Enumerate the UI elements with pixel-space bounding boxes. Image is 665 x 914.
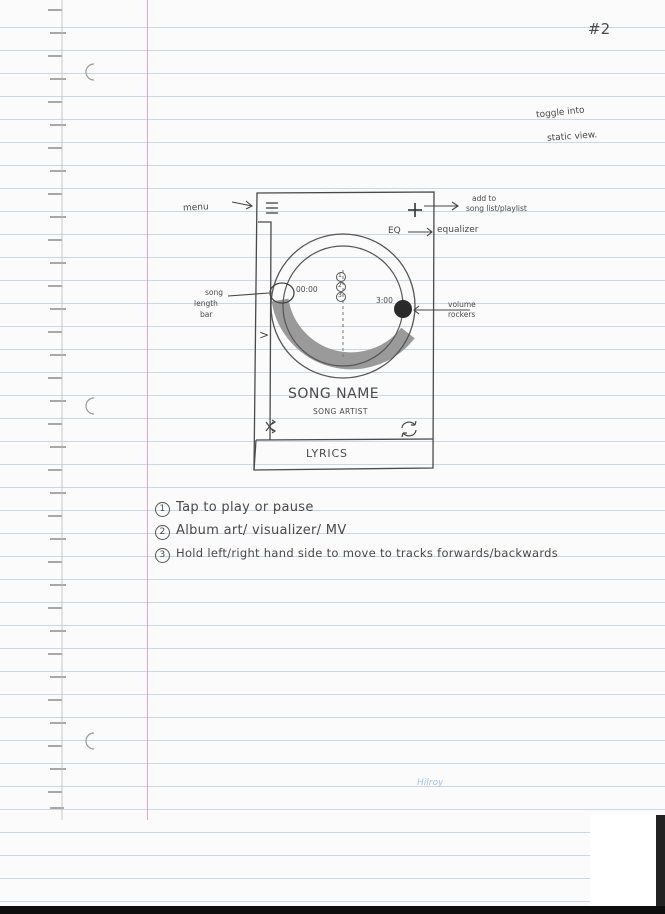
marker-2: 2 [338,282,342,289]
chevron-right-icon[interactable]: > [259,328,270,342]
margin-line [147,0,148,820]
repeat-icon [401,420,417,438]
note-2: 2 Album art/ visualizer/ MV [155,523,347,540]
bottom-shadow [0,906,665,914]
menu-annotation: menu [182,202,209,214]
marker-1: 1 [338,272,342,279]
volume-knob [394,300,412,318]
marker-3: 3 [338,292,342,299]
progress-handle [269,282,295,304]
progress-ring [270,233,416,379]
brand-logo: Hilroy [417,778,444,788]
note-2-number: 2 [155,525,170,540]
menu-icon [266,202,278,214]
note-3-text: Hold left/right hand side to move to tra… [176,546,559,560]
note-1: 1 Tap to play or pause [155,500,314,517]
note-2-text: Album art/ visualizer/ MV [176,523,347,538]
annotation-arrows [227,200,470,315]
phone-sketch [253,191,435,471]
punch-holes [85,63,95,750]
page-number: #2 [588,20,611,38]
page-edge-shadow [656,815,665,907]
add-annotation-line1: add to [472,194,497,203]
time-elapsed: 00:00 [296,285,318,294]
song-length-annotation-2: length [194,299,218,308]
eq-label: EQ [388,226,401,236]
add-annotation-line2: song list/playlist [466,204,527,213]
volume-annotation-2: rockers [448,310,476,319]
perforation-marks [48,0,66,820]
song-name: SONG NAME [288,386,380,402]
note-1-text: Tap to play or pause [176,500,314,515]
equalizer-annotation: equalizer [437,225,479,235]
song-length-annotation-1: song [205,288,224,297]
shuffle-icon [265,419,277,434]
plus-icon [408,203,422,217]
page-corner [590,815,665,910]
lyrics-button[interactable]: LYRICS [306,447,348,460]
volume-annotation-1: volume [448,300,476,309]
song-artist: SONG ARTIST [313,407,368,416]
time-total: 3:00 [376,296,393,305]
note-3-number: 3 [155,548,170,563]
note-3: 3 Hold left/right hand side to move to tr… [155,546,558,563]
marker-circles [336,272,346,302]
note-1-number: 1 [155,502,170,517]
song-length-annotation-3: bar [200,310,213,319]
